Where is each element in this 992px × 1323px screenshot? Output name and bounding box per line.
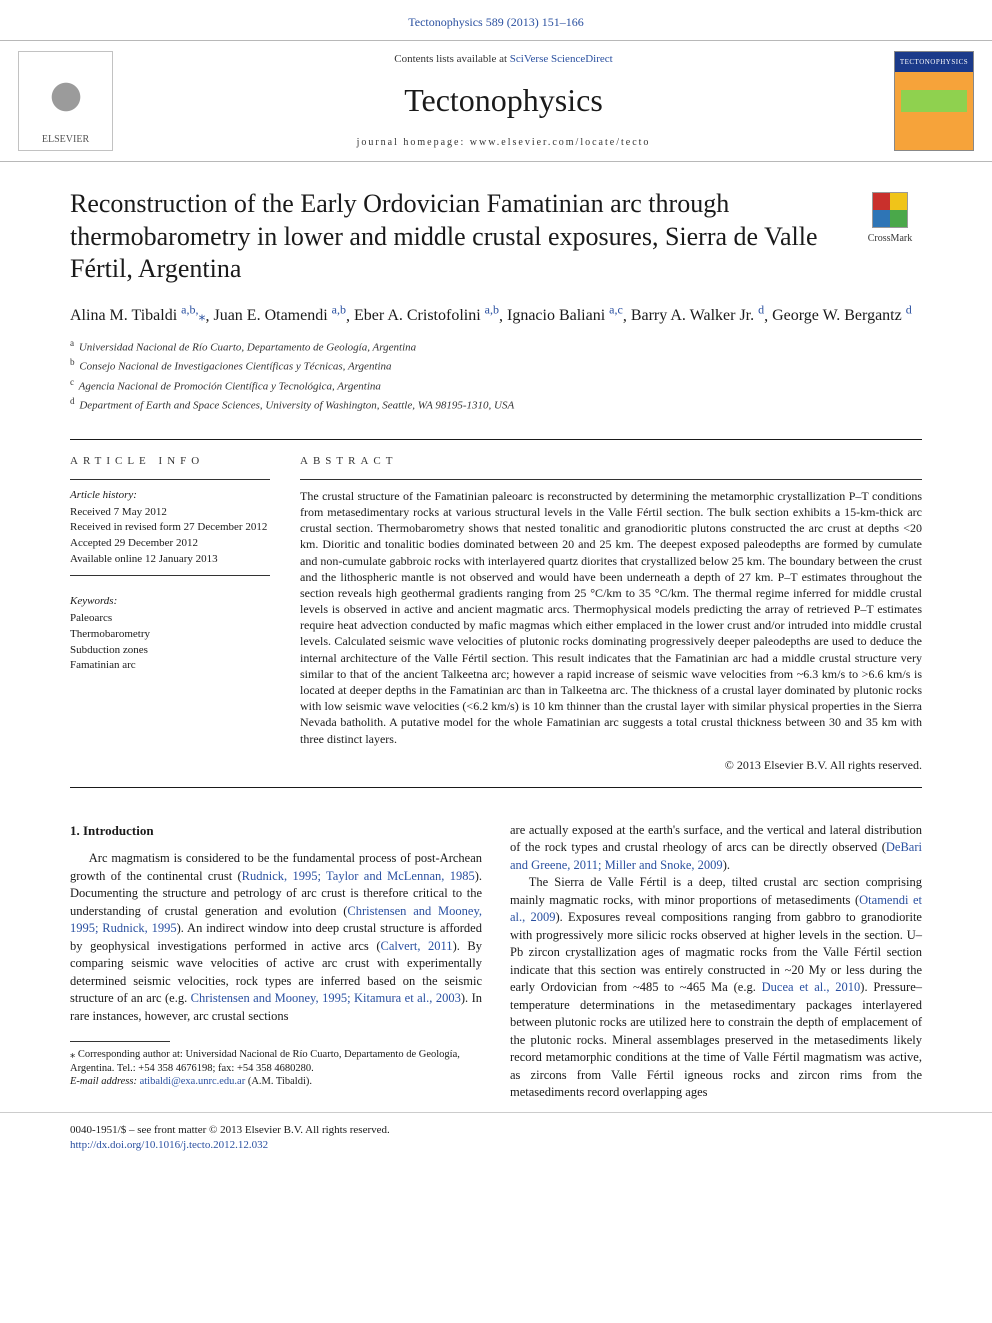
affiliation-sup: a: [70, 338, 74, 348]
keywords-label: Keywords:: [70, 594, 270, 609]
journal-header: ELSEVIER Contents lists available at Sci…: [0, 40, 992, 162]
author: George W. Bergantz d: [772, 307, 912, 324]
footnote-email-line: E-mail address: atibaldi@exa.unrc.edu.ar…: [70, 1075, 482, 1089]
copyright-line: © 2013 Elsevier B.V. All rights reserved…: [300, 757, 922, 773]
footnote-corr: ⁎ Corresponding author at: Universidad N…: [70, 1048, 482, 1075]
article-header: CrossMark Reconstruction of the Early Or…: [0, 162, 992, 425]
intro-para-left: Arc magmatism is considered to be the fu…: [70, 850, 482, 1025]
author-list: Alina M. Tibaldi a,b,⁎, Juan E. Otamendi…: [70, 302, 922, 327]
keyword: Famatinian arc: [70, 658, 270, 673]
affiliation: d Department of Earth and Space Sciences…: [70, 395, 922, 414]
email-link[interactable]: atibaldi@exa.unrc.edu.ar: [140, 1076, 246, 1087]
article-title: Reconstruction of the Early Ordovician F…: [70, 188, 830, 286]
author: Ignacio Baliani a,c: [507, 307, 623, 324]
footnote-divider: [70, 1041, 170, 1042]
author: Juan E. Otamendi a,b: [213, 307, 346, 324]
info-abstract-row: ARTICLE INFO Article history: Received 7…: [0, 454, 992, 773]
author-affiliation-ref: d: [758, 303, 764, 317]
affiliation-sup: c: [70, 377, 74, 387]
history-line: Received in revised form 27 December 201…: [70, 520, 270, 535]
affiliation-sup: b: [70, 357, 75, 367]
author-affiliation-ref: a,b: [332, 303, 346, 317]
contents-line: Contents lists available at SciVerse Sci…: [133, 52, 874, 67]
intro-para-right-2: The Sierra de Valle Fértil is a deep, ti…: [510, 874, 922, 1102]
affiliation: c Agencia Nacional de Promoción Científi…: [70, 376, 922, 395]
cover-thumbnail[interactable]: TECTONOPHYSICS: [894, 51, 974, 151]
citation-link[interactable]: Ducea et al., 2010: [762, 980, 861, 994]
article-info-column: ARTICLE INFO Article history: Received 7…: [70, 454, 270, 773]
journal-ref-text[interactable]: Tectonophysics 589 (2013) 151–166: [408, 15, 583, 29]
sciencedirect-link[interactable]: SciVerse ScienceDirect: [510, 53, 613, 65]
footer-copyright: 0040-1951/$ – see front matter © 2013 El…: [70, 1123, 922, 1138]
body-divider: [70, 787, 922, 788]
right-column: are actually exposed at the earth's surf…: [510, 822, 922, 1102]
affiliation-list: a Universidad Nacional de Río Cuarto, De…: [70, 337, 922, 414]
elsevier-tree-icon: [36, 73, 96, 133]
citation-link[interactable]: Rudnick, 1995; Taylor and McLennan, 1985: [242, 869, 475, 883]
abs-divider: [300, 479, 922, 480]
crossmark-badge[interactable]: CrossMark: [858, 192, 922, 246]
info-divider: [70, 479, 270, 480]
citation-link[interactable]: Christensen and Mooney, 1995; Kitamura e…: [191, 991, 461, 1005]
email-label: E-mail address:: [70, 1076, 140, 1087]
body-columns: 1. Introduction Arc magmatism is conside…: [0, 802, 992, 1112]
info-divider-2: [70, 575, 270, 576]
history-label: Article history:: [70, 488, 270, 503]
author-affiliation-ref: a,b,: [181, 303, 198, 317]
crossmark-icon: [872, 192, 908, 228]
history-line: Available online 12 January 2013: [70, 552, 270, 567]
intro-heading: 1. Introduction: [70, 822, 482, 840]
elsevier-logo[interactable]: ELSEVIER: [18, 51, 113, 151]
keyword: Subduction zones: [70, 643, 270, 658]
doi-link[interactable]: http://dx.doi.org/10.1016/j.tecto.2012.1…: [70, 1138, 922, 1153]
left-column: 1. Introduction Arc magmatism is conside…: [70, 822, 482, 1102]
corresponding-mark: ⁎: [198, 309, 205, 324]
author: Eber A. Cristofolini a,b: [354, 307, 499, 324]
history-lines: Received 7 May 2012Received in revised f…: [70, 505, 270, 567]
journal-homepage[interactable]: journal homepage: www.elsevier.com/locat…: [133, 136, 874, 150]
keyword: Paleoarcs: [70, 611, 270, 626]
history-line: Received 7 May 2012: [70, 505, 270, 520]
keyword: Thermobarometry: [70, 627, 270, 642]
affiliation: a Universidad Nacional de Río Cuarto, De…: [70, 337, 922, 356]
journal-name: Tectonophysics: [133, 79, 874, 122]
author: Alina M. Tibaldi a,b,⁎: [70, 307, 205, 324]
crossmark-label: CrossMark: [868, 233, 912, 244]
header-divider: [70, 439, 922, 440]
abstract-label: ABSTRACT: [300, 454, 922, 469]
email-tail: (A.M. Tibaldi).: [245, 1076, 312, 1087]
keyword-list: PaleoarcsThermobarometrySubduction zones…: [70, 611, 270, 673]
journal-reference: Tectonophysics 589 (2013) 151–166: [0, 0, 992, 40]
intro-para-right-1: are actually exposed at the earth's surf…: [510, 822, 922, 875]
author-affiliation-ref: d: [906, 303, 912, 317]
corresponding-footnote: ⁎ Corresponding author at: Universidad N…: [70, 1048, 482, 1089]
body-text: ).: [723, 858, 730, 872]
abstract-text: The crustal structure of the Famatinian …: [300, 488, 922, 747]
elsevier-label: ELSEVIER: [42, 133, 89, 147]
header-center: Contents lists available at SciVerse Sci…: [133, 52, 874, 150]
affiliation: b Consejo Nacional de Investigaciones Ci…: [70, 356, 922, 375]
author-affiliation-ref: a,c: [609, 303, 623, 317]
citation-link[interactable]: Calvert, 2011: [381, 939, 453, 953]
affiliation-sup: d: [70, 396, 75, 406]
cover-thumb-stripe: [901, 90, 967, 112]
history-line: Accepted 29 December 2012: [70, 536, 270, 551]
body-text: are actually exposed at the earth's surf…: [510, 823, 922, 855]
cover-thumb-title: TECTONOPHYSICS: [895, 52, 973, 72]
body-text: ). Pressure–temperature determinations i…: [510, 980, 922, 1099]
author: Barry A. Walker Jr. d: [631, 307, 764, 324]
contents-prefix: Contents lists available at: [394, 53, 509, 65]
author-affiliation-ref: a,b: [485, 303, 499, 317]
article-info-label: ARTICLE INFO: [70, 454, 270, 469]
abstract-column: ABSTRACT The crustal structure of the Fa…: [300, 454, 922, 773]
page-footer: 0040-1951/$ – see front matter © 2013 El…: [0, 1112, 992, 1173]
